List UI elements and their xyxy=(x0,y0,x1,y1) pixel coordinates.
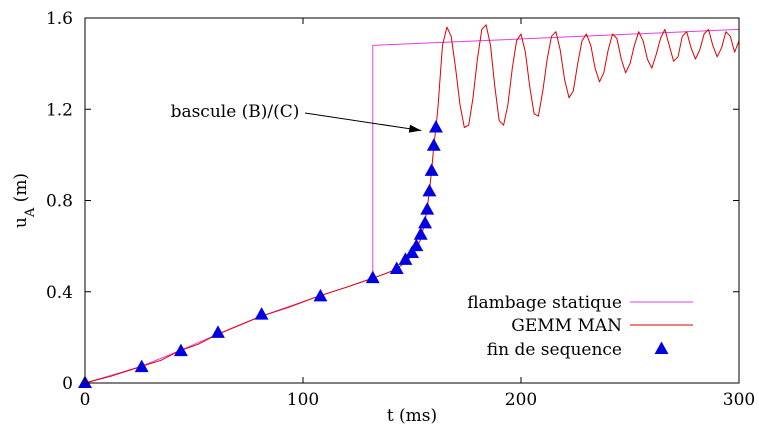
marker-fin-de-sequence xyxy=(365,270,380,284)
series-line-flambage-statique xyxy=(84,28,740,384)
y-axis-label: uA (m) xyxy=(11,173,38,228)
legend: flambage statique GEMM MAN fin de sequence xyxy=(467,293,693,360)
marker-fin-de-sequence xyxy=(211,325,225,338)
y-tick-label: 1.6 xyxy=(46,9,73,29)
marker-fin-de-sequence xyxy=(418,215,433,229)
annotation-bascule: bascule (B)/(C) xyxy=(171,102,300,122)
tick-layer: 0 100 200 300 0 0.4 0.8 1.2 1.6 xyxy=(46,9,755,410)
marker-fin-de-sequence xyxy=(389,261,404,274)
x-tick-label: 100 xyxy=(287,390,319,410)
marker-fin-de-sequence xyxy=(313,288,328,302)
y-tick-label: 0 xyxy=(62,374,73,394)
x-axis-label: t (ms) xyxy=(387,406,437,426)
marker-fin-de-sequence xyxy=(409,238,424,252)
y-axis-label-main: u xyxy=(11,217,31,228)
marker-fin-de-sequence xyxy=(426,138,441,151)
marker-fin-de-sequence xyxy=(413,227,428,240)
y-tick-label: 0.8 xyxy=(46,192,73,212)
marker-fin-de-sequence xyxy=(405,245,419,259)
legend-label-flambage-statique: flambage statique xyxy=(467,293,622,313)
x-tick-label: 0 xyxy=(80,390,91,410)
y-axis-label-subscript: A xyxy=(23,207,38,218)
marker-fin-de-sequence xyxy=(254,307,269,320)
y-tick-label: 0.4 xyxy=(46,283,73,303)
y-axis-label-unit: (m) xyxy=(11,173,31,208)
marker-fin-de-sequence xyxy=(420,202,435,215)
annotation-arrow xyxy=(304,112,422,131)
marker-fin-de-sequence xyxy=(424,163,439,176)
plot-frame xyxy=(84,17,740,384)
marker-fin-de-sequence xyxy=(134,359,149,373)
series-layer xyxy=(78,24,740,389)
marker-fin-de-sequence xyxy=(173,343,188,357)
x-tick-label: 300 xyxy=(723,390,755,410)
annotation-arrowhead xyxy=(408,124,422,133)
legend-label-fin-de-sequence: fin de sequence xyxy=(487,340,622,360)
series-line-gemm-man xyxy=(84,24,740,384)
legend-swatch-fin-de-sequence xyxy=(654,341,669,355)
x-tick-label: 200 xyxy=(505,390,537,410)
annotation-layer: bascule (B)/(C) xyxy=(171,102,422,133)
legend-label-gemm-man: GEMM MAN xyxy=(511,316,622,336)
marker-fin-de-sequence xyxy=(422,183,437,197)
marker-fin-de-sequence xyxy=(398,252,413,265)
marker-fin-de-sequence xyxy=(429,120,443,133)
y-tick-label: 1.2 xyxy=(46,100,73,120)
